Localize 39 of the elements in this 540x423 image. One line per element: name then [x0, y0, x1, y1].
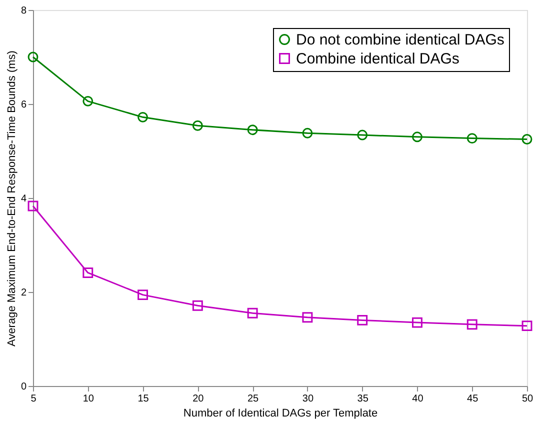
y-tick-label: 6	[20, 100, 27, 110]
x-tick-label: 5	[30, 394, 37, 404]
x-tick-label: 35	[357, 394, 369, 404]
point	[412, 317, 422, 328]
y-tick-label: 0	[20, 382, 27, 392]
y-tick-label: 2	[20, 288, 27, 298]
y-tick-label: 8	[20, 6, 27, 16]
point	[412, 132, 422, 142]
point	[28, 52, 38, 62]
point	[192, 120, 203, 131]
point	[466, 133, 478, 144]
point	[138, 290, 148, 300]
point	[302, 128, 313, 138]
legend-label: Combine identical DAGs	[296, 50, 460, 68]
y-tick-label: 4	[20, 194, 27, 204]
point	[522, 320, 532, 332]
point	[192, 300, 203, 311]
x-axis-title: Number of Identical DAGs per Template	[183, 408, 378, 420]
x-tick-label: 30	[302, 394, 314, 404]
point	[357, 130, 368, 140]
x-tick-label: 10	[82, 394, 94, 404]
point	[247, 124, 258, 136]
point	[138, 112, 148, 122]
point	[82, 268, 94, 278]
x-tick-label: 20	[192, 394, 204, 404]
x-tick-label: 45	[467, 394, 479, 404]
x-tick-label: 25	[247, 394, 260, 404]
point	[522, 134, 532, 144]
x-tick-label: 50	[522, 394, 534, 404]
point	[247, 308, 258, 318]
point	[357, 314, 368, 326]
legend-label: Do not combine identical DAGs	[296, 32, 504, 48]
y-axis-title: Average Maximum End-to-End Response-Time Bounds (ms)	[6, 50, 18, 346]
x-tick-label: 15	[138, 394, 150, 404]
point	[302, 312, 313, 323]
x-tick-label: 40	[412, 394, 424, 404]
point	[466, 319, 478, 330]
point	[82, 96, 94, 106]
point	[28, 200, 38, 212]
